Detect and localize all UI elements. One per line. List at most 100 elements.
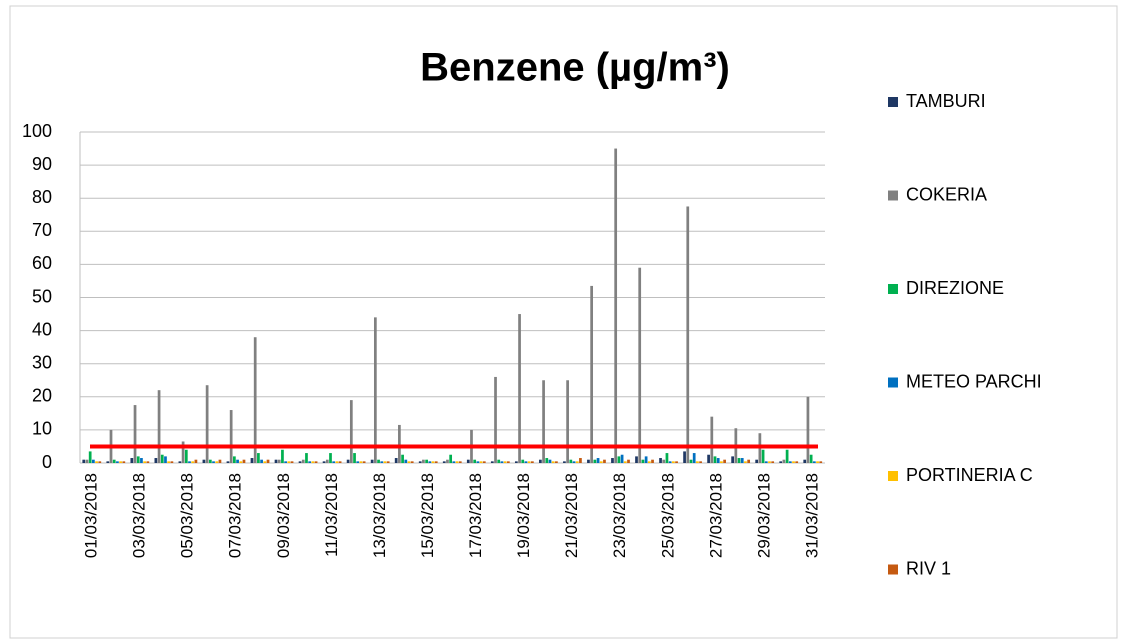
bar [178,461,182,463]
x-tick-label: 01/03/2018 [82,473,101,558]
bar [647,461,651,463]
bar [298,461,302,463]
bar [130,458,134,463]
bar [659,458,662,463]
bar [740,458,744,463]
bar [82,459,86,463]
bar [641,459,645,463]
bar [755,459,759,463]
bar [816,461,819,463]
bar [795,461,799,463]
bar [819,461,823,463]
bar [218,459,222,463]
bar [325,459,329,463]
bar [226,461,230,463]
bar [527,461,531,463]
y-tick-label: 30 [32,352,52,372]
bar [160,454,164,463]
bar [531,461,534,463]
bar [215,461,219,463]
bar [305,453,308,463]
bar [665,453,669,463]
bar [106,461,110,463]
x-tick-label: 27/03/2018 [706,473,725,558]
bar [455,461,459,463]
bar [253,337,257,463]
bar [181,441,185,463]
x-tick-label: 17/03/2018 [466,473,485,558]
bar [620,454,624,463]
bar [194,459,198,463]
bar [359,461,363,463]
bar [812,461,816,463]
bar [744,461,747,463]
bar [154,458,158,463]
bar [638,267,642,463]
bar [603,459,606,463]
bar [506,461,510,463]
bar [590,285,594,463]
x-tick-label: 19/03/2018 [514,473,533,558]
bar [239,461,243,463]
x-tick-label: 29/03/2018 [754,473,773,558]
bar [482,461,486,463]
bar [356,461,360,463]
bar [579,458,582,463]
bar [524,461,528,463]
bar [314,461,318,463]
bar [500,461,504,463]
bar [260,459,263,463]
bar [566,380,569,463]
bar [122,461,126,463]
bar [95,461,98,463]
bar [692,453,696,463]
bar [809,454,813,463]
legend-label: RIV 1 [906,558,951,578]
bar [764,461,768,463]
bar [675,461,678,463]
bar [332,461,336,463]
legend-swatch [888,564,898,575]
y-tick-label: 0 [42,452,52,472]
bar [699,461,702,463]
bar [651,459,654,463]
bar [205,385,209,463]
bar [394,458,398,463]
bar [689,459,693,463]
bar [92,459,95,463]
bar [587,459,590,463]
x-tick-label: 05/03/2018 [178,473,197,558]
bar [383,461,387,463]
bar [188,461,191,463]
legend-swatch [888,97,898,107]
legend-swatch [888,284,898,294]
x-tick-label: 25/03/2018 [658,473,677,558]
bar [377,459,380,463]
y-tick-label: 100 [22,121,52,141]
x-tick-label: 03/03/2018 [130,473,149,558]
bar [723,459,726,463]
y-tick-label: 20 [32,386,52,406]
bar [452,461,456,463]
y-tick-label: 40 [32,319,52,339]
bar [250,458,254,463]
bar [731,456,734,463]
chart-frame [9,5,1118,639]
bar [202,459,206,463]
bar [242,459,246,463]
legend-swatch [888,377,898,388]
bar [473,459,477,463]
bar [545,458,549,463]
bar [555,461,558,463]
bar [308,461,312,463]
bar [542,380,545,463]
bar [572,461,576,463]
bar [380,461,384,463]
legend-swatch [888,471,898,481]
bar [662,459,666,463]
x-tick-label: 07/03/2018 [226,473,245,558]
bar [458,461,462,463]
bar [236,459,239,463]
bar [346,459,350,463]
bar [428,461,432,463]
